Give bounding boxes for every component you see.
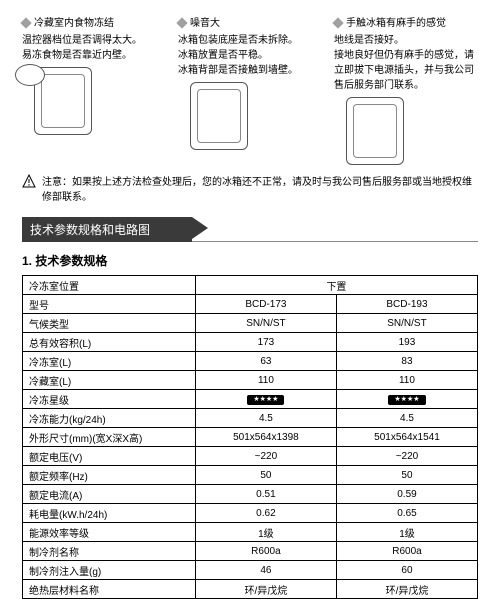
warning-icon <box>22 174 36 188</box>
spec-label: 冷冻室(L) <box>23 352 196 371</box>
spec-label: 耗电量(kW.h/24h) <box>23 504 196 523</box>
spec-value: R600a <box>195 542 336 561</box>
spec-label: 冷冻能力(kg/24h) <box>23 409 196 428</box>
table-header-row: 冷冻室位置 下置 <box>23 276 478 295</box>
spec-value: SN/N/ST <box>195 314 336 333</box>
spec-label: 绝热层材料名称 <box>23 580 196 599</box>
table-row: 绝热层材料名称环/异戊烷环/异戊烷 <box>23 580 478 599</box>
spec-label: 冷藏室(L) <box>23 371 196 390</box>
spec-value: SN/N/ST <box>336 314 477 333</box>
col1-line1: 温控器档位是否调得太大。 <box>22 33 166 48</box>
table-row: 额定电流(A)0.510.59 <box>23 485 478 504</box>
spec-label: 型号 <box>23 295 196 314</box>
col2-line1: 冰箱包装底座是否未拆除。 <box>178 33 322 48</box>
spec-label: 气候类型 <box>23 314 196 333</box>
col-freezing: 冷藏室内食物冻结 温控器档位是否调得太大。 易冻食物是否靠近内壁。 <box>22 16 166 165</box>
table-row: 耗电量(kW.h/24h)0.620.65 <box>23 504 478 523</box>
spec-value: 1级 <box>336 523 477 542</box>
col2-line3: 冰箱背部是否接触到墙壁。 <box>178 63 322 78</box>
spec-table: 冷冻室位置 下置 型号BCD-173BCD-193气候类型SN/N/STSN/N… <box>22 275 478 599</box>
fridge-illustration <box>190 82 248 150</box>
spec-label: 额定频率(Hz) <box>23 466 196 485</box>
spec-value: ★★★★ <box>195 390 336 409</box>
spec-value: 环/异戊烷 <box>195 580 336 599</box>
table-row: 冷冻星级 ★★★★ ★★★★ <box>23 390 478 409</box>
spec-label: 外形尺寸(mm)(宽X深X高) <box>23 428 196 447</box>
col3-line1: 地线是否接好。 <box>334 33 478 48</box>
col-noise: 噪音大 冰箱包装底座是否未拆除。 冰箱放置是否平稳。 冰箱背部是否接触到墙壁。 <box>178 16 322 165</box>
table-row: 总有效容积(L)173193 <box>23 333 478 352</box>
spec-value: 173 <box>195 333 336 352</box>
table-row: 外形尺寸(mm)(宽X深X高)501x564x1398501x564x1541 <box>23 428 478 447</box>
spec-label: 制冷剂注入量(g) <box>23 561 196 580</box>
spec-label: 额定电流(A) <box>23 485 196 504</box>
spec-value: 110 <box>336 371 477 390</box>
spec-value: BCD-193 <box>336 295 477 314</box>
table-row: 气候类型SN/N/STSN/N/ST <box>23 314 478 333</box>
col1-title: 冷藏室内食物冻结 <box>34 16 114 31</box>
table-row: 冷冻能力(kg/24h)4.54.5 <box>23 409 478 428</box>
col-shock: 手触冰箱有麻手的感觉 地线是否接好。 接地良好但仍有麻手的感觉，请立即拔下电源插… <box>334 16 478 165</box>
spec-value: 501x564x1541 <box>336 428 477 447</box>
spec-value: 50 <box>195 466 336 485</box>
spec-value: 63 <box>195 352 336 371</box>
table-row: 额定电压(V)~220~220 <box>23 447 478 466</box>
fridge-illustration <box>346 97 404 165</box>
spec-value: 60 <box>336 561 477 580</box>
fridge-illustration <box>34 67 92 135</box>
spec-value: 环/异戊烷 <box>336 580 477 599</box>
header-cell: 冷冻室位置 <box>23 276 196 295</box>
table-row: 能源效率等级1级1级 <box>23 523 478 542</box>
spec-value: 83 <box>336 352 477 371</box>
spec-value: 4.5 <box>336 409 477 428</box>
bullet-icon <box>176 17 187 28</box>
spec-value: 0.59 <box>336 485 477 504</box>
section-header: 技术参数规格和电路图 <box>22 217 478 242</box>
spec-value: 0.62 <box>195 504 336 523</box>
spec-value: BCD-173 <box>195 295 336 314</box>
section-title: 技术参数规格和电路图 <box>22 217 192 242</box>
header-cell: 下置 <box>195 276 477 295</box>
spec-value: 1级 <box>195 523 336 542</box>
bullet-icon <box>332 17 343 28</box>
spec-value: 0.51 <box>195 485 336 504</box>
spec-value: 110 <box>195 371 336 390</box>
star-rating-badge: ★★★★ <box>247 395 284 405</box>
spec-value: 50 <box>336 466 477 485</box>
spec-value: 193 <box>336 333 477 352</box>
spec-value: R600a <box>336 542 477 561</box>
notice-text: 注意：如果按上述方法检查处理后，您的冰箱还不正常，请及时与我公司售后服务部或当地… <box>42 173 478 203</box>
table-row: 制冷剂注入量(g)4660 <box>23 561 478 580</box>
col3-line2: 接地良好但仍有麻手的感觉，请立即拔下电源插头，并与我公司售后服务部门联系。 <box>334 48 478 93</box>
spec-value: 4.5 <box>195 409 336 428</box>
col2-title: 噪音大 <box>190 16 220 31</box>
table-row: 型号BCD-173BCD-193 <box>23 295 478 314</box>
spec-label: 制冷剂名称 <box>23 542 196 561</box>
col1-line2: 易冻食物是否靠近内壁。 <box>22 48 166 63</box>
spec-label: 总有效容积(L) <box>23 333 196 352</box>
spec-label: 额定电压(V) <box>23 447 196 466</box>
bullet-icon <box>20 17 31 28</box>
col2-line2: 冰箱放置是否平稳。 <box>178 48 322 63</box>
spec-value: 501x564x1398 <box>195 428 336 447</box>
spec-label: 能源效率等级 <box>23 523 196 542</box>
table-row: 制冷剂名称R600aR600a <box>23 542 478 561</box>
col3-title: 手触冰箱有麻手的感觉 <box>346 16 446 31</box>
table-row: 冷藏室(L)110110 <box>23 371 478 390</box>
subheading: 1. 技术参数规格 <box>22 252 478 269</box>
star-rating-badge: ★★★★ <box>388 395 425 405</box>
notice-row: 注意：如果按上述方法检查处理后，您的冰箱还不正常，请及时与我公司售后服务部或当地… <box>22 173 478 203</box>
table-row: 额定频率(Hz)5050 <box>23 466 478 485</box>
spec-label: 冷冻星级 <box>23 390 196 409</box>
spec-value: ★★★★ <box>336 390 477 409</box>
spec-value: 0.65 <box>336 504 477 523</box>
table-row: 冷冻室(L)6383 <box>23 352 478 371</box>
troubleshooting-columns: 冷藏室内食物冻结 温控器档位是否调得太大。 易冻食物是否靠近内壁。 噪音大 冰箱… <box>22 16 478 165</box>
spec-value: ~220 <box>336 447 477 466</box>
spec-value: 46 <box>195 561 336 580</box>
spec-value: ~220 <box>195 447 336 466</box>
